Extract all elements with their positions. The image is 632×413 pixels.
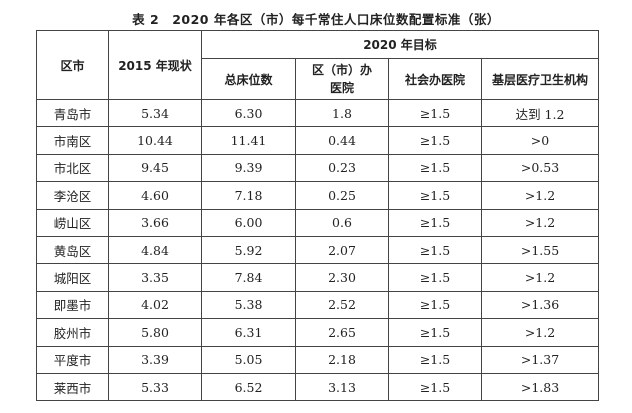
table-row: 黄岛区 4.84 5.92 2.07 ≥1.5 >1.55	[36, 235, 599, 265]
cell-social-hospital: ≥1.5	[388, 153, 482, 183]
table-row: 城阳区 3.35 7.84 2.30 ≥1.5 >1.2	[36, 263, 599, 292]
cell-status-2015: 5.80	[108, 318, 202, 347]
cell-primary-care: >1.55	[481, 235, 599, 265]
cell-district-name: 青岛市	[36, 98, 109, 128]
cell-primary-care: >0.53	[481, 153, 599, 183]
table-row: 李沧区 4.60 7.18 0.25 ≥1.5 >1.2	[36, 181, 599, 210]
cell-social-hospital: ≥1.5	[388, 98, 482, 128]
cell-district-hospital: 2.52	[295, 290, 389, 320]
cell-social-hospital: ≥1.5	[388, 181, 482, 210]
cell-social-hospital: ≥1.5	[388, 235, 482, 265]
cell-total-beds: 6.30	[201, 98, 296, 128]
cell-primary-care: >1.2	[481, 181, 599, 210]
table-row: 平度市 3.39 5.05 2.18 ≥1.5 >1.37	[36, 345, 599, 374]
cell-district-name: 崂山区	[36, 208, 109, 237]
cell-status-2015: 5.34	[108, 98, 202, 128]
cell-total-beds: 7.18	[201, 181, 296, 210]
cell-status-2015: 4.84	[108, 235, 202, 265]
cell-total-beds: 9.39	[201, 153, 296, 183]
cell-primary-care: >1.2	[481, 208, 599, 237]
cell-total-beds: 6.00	[201, 208, 296, 237]
cell-district-hospital: 2.07	[295, 235, 389, 265]
cell-district-hospital: 0.23	[295, 153, 389, 183]
cell-status-2015: 10.44	[108, 126, 202, 155]
header-social-hospital: 社会办医院	[388, 58, 482, 100]
table-row: 市北区 9.45 9.39 0.23 ≥1.5 >0.53	[36, 153, 599, 183]
header-2020-target: 2020 年目标	[201, 30, 599, 59]
table-title: 表 2 2020 年各区（市）每千常住人口床位数配置标准（张）	[132, 12, 500, 27]
cell-total-beds: 6.31	[201, 318, 296, 347]
cell-primary-care: >1.2	[481, 263, 599, 292]
table-row: 崂山区 3.66 6.00 0.6 ≥1.5 >1.2	[36, 208, 599, 237]
table-row: 青岛市 5.34 6.30 1.8 ≥1.5 达到 1.2	[36, 98, 599, 128]
cell-status-2015: 3.39	[108, 345, 202, 374]
cell-status-2015: 4.02	[108, 290, 202, 320]
cell-status-2015: 9.45	[108, 153, 202, 183]
cell-primary-care: >1.83	[481, 372, 599, 402]
cell-district-name: 市南区	[36, 126, 109, 155]
cell-social-hospital: ≥1.5	[388, 263, 482, 292]
cell-primary-care: >0	[481, 126, 599, 155]
cell-status-2015: 3.35	[108, 263, 202, 292]
cell-primary-care: >1.36	[481, 290, 599, 320]
cell-district-hospital: 3.13	[295, 372, 389, 402]
cell-status-2015: 5.33	[108, 372, 202, 402]
cell-social-hospital: ≥1.5	[388, 290, 482, 320]
cell-social-hospital: ≥1.5	[388, 208, 482, 237]
cell-total-beds: 5.05	[201, 345, 296, 374]
cell-district-name: 莱西市	[36, 372, 109, 402]
table-row: 胶州市 5.80 6.31 2.65 ≥1.5 >1.2	[36, 318, 599, 347]
cell-total-beds: 11.41	[201, 126, 296, 155]
cell-district-name: 城阳区	[36, 263, 109, 292]
cell-district-name: 平度市	[36, 345, 109, 374]
cell-primary-care: 达到 1.2	[481, 98, 599, 128]
cell-district-name: 市北区	[36, 153, 109, 183]
header-district: 区市	[36, 30, 109, 100]
cell-total-beds: 5.38	[201, 290, 296, 320]
cell-district-hospital: 0.44	[295, 126, 389, 155]
cell-primary-care: >1.2	[481, 318, 599, 347]
cell-district-hospital: 1.8	[295, 98, 389, 128]
table-row: 莱西市 5.33 6.52 3.13 ≥1.5 >1.83	[36, 372, 599, 402]
table-row: 市南区 10.44 11.41 0.44 ≥1.5 >0	[36, 126, 599, 155]
cell-total-beds: 7.84	[201, 263, 296, 292]
cell-district-name: 胶州市	[36, 318, 109, 347]
cell-social-hospital: ≥1.5	[388, 318, 482, 347]
cell-district-hospital: 2.65	[295, 318, 389, 347]
bed-standard-table: 区市 2015 年现状 2020 年目标 总床位数 区（市）办医院 社会办医院 …	[36, 30, 599, 402]
cell-district-hospital: 2.18	[295, 345, 389, 374]
cell-district-hospital: 0.25	[295, 181, 389, 210]
cell-primary-care: >1.37	[481, 345, 599, 374]
header-district-hospital: 区（市）办医院	[295, 58, 389, 100]
cell-district-name: 李沧区	[36, 181, 109, 210]
cell-district-name: 即墨市	[36, 290, 109, 320]
cell-status-2015: 3.66	[108, 208, 202, 237]
header-primary-care: 基层医疗卫生机构	[481, 58, 599, 100]
table-row: 即墨市 4.02 5.38 2.52 ≥1.5 >1.36	[36, 290, 599, 320]
cell-social-hospital: ≥1.5	[388, 345, 482, 374]
cell-status-2015: 4.60	[108, 181, 202, 210]
header-total-beds: 总床位数	[201, 58, 296, 100]
header-2015-status: 2015 年现状	[108, 30, 202, 100]
cell-district-hospital: 2.30	[295, 263, 389, 292]
cell-social-hospital: ≥1.5	[388, 372, 482, 402]
cell-district-hospital: 0.6	[295, 208, 389, 237]
cell-social-hospital: ≥1.5	[388, 126, 482, 155]
cell-district-name: 黄岛区	[36, 235, 109, 265]
cell-total-beds: 5.92	[201, 235, 296, 265]
cell-total-beds: 6.52	[201, 372, 296, 402]
